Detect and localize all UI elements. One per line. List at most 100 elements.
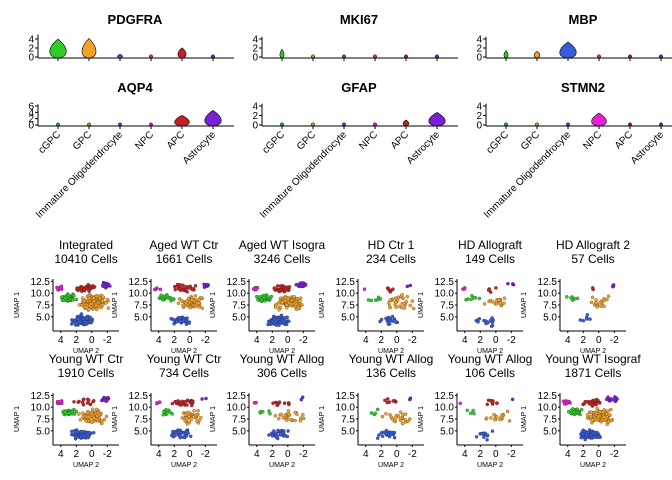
- violin-gpc: [87, 122, 91, 127]
- umap-point: [498, 417, 502, 422]
- umap-point: [166, 408, 170, 412]
- umap-point: [605, 297, 609, 302]
- umap-point: [175, 319, 179, 324]
- umap-point: [81, 398, 86, 402]
- umap-point: [485, 319, 489, 324]
- umap-point: [578, 318, 583, 322]
- sample-cell-count: 1871 Cells: [565, 366, 622, 380]
- umap-point: [169, 299, 173, 303]
- umap-point: [100, 299, 105, 303]
- umap-point: [104, 414, 109, 419]
- umap-point: [196, 409, 200, 413]
- umap-point: [63, 296, 68, 300]
- umap-x-label: UMAP 2: [171, 462, 197, 469]
- umap-point: [474, 435, 479, 439]
- umap-point: [611, 283, 616, 287]
- umap-point: [187, 414, 191, 419]
- umap-point: [56, 400, 60, 405]
- umap-point: [594, 411, 599, 415]
- umap-y-tick-label: 5.0: [440, 312, 454, 323]
- umap-y-tick-label: 12.5: [31, 391, 51, 402]
- umap-point: [253, 287, 258, 291]
- umap-point: [190, 287, 194, 292]
- umap-x-tick-label: 4: [565, 335, 571, 346]
- umap-y-label: UMAP 1: [319, 406, 326, 432]
- umap-x-tick-label: 2: [74, 335, 80, 346]
- umap-point: [175, 282, 180, 287]
- umap-point: [273, 414, 278, 418]
- umap-point: [408, 417, 412, 421]
- umap-point: [92, 416, 96, 420]
- umap-points: [362, 283, 416, 326]
- umap-point: [591, 431, 596, 435]
- umap-point: [595, 305, 599, 309]
- umap-x-tick-label: 0: [493, 335, 499, 346]
- umap-x-tick-label: 2: [172, 449, 178, 460]
- umap-point: [178, 286, 183, 290]
- umap-point: [67, 411, 72, 415]
- umap-point: [488, 290, 493, 294]
- umap-x-label: UMAP 2: [477, 462, 503, 469]
- umap-point: [161, 413, 166, 417]
- violin-cgpc: [504, 122, 508, 127]
- sample-cell-count: 306 Cells: [257, 366, 307, 380]
- violin-category-label: APC: [165, 129, 187, 151]
- umap-point: [468, 411, 473, 415]
- umap-point: [377, 433, 381, 437]
- violin-cgpc: [280, 122, 284, 127]
- violin-y-tick-label: 4: [252, 35, 258, 46]
- umap-point: [489, 416, 493, 420]
- umap-y-label: UMAP 1: [112, 292, 119, 318]
- umap-x-tick-label: 0: [596, 335, 602, 346]
- umap-point: [84, 419, 88, 423]
- umap-point: [572, 410, 576, 414]
- umap-point: [494, 286, 498, 290]
- umap-point: [101, 295, 105, 299]
- umap-x-tick-label: 4: [58, 335, 64, 346]
- umap-point: [187, 420, 192, 425]
- umap-point: [282, 401, 287, 405]
- umap-point: [153, 287, 158, 292]
- umap-point: [476, 320, 480, 324]
- umap-point: [80, 303, 84, 307]
- umap-y-tick-label: 5.0: [232, 312, 246, 323]
- umap-point: [481, 432, 486, 436]
- umap-point: [271, 401, 275, 405]
- umap-point: [589, 300, 594, 305]
- umap-points: [565, 283, 616, 323]
- umap-x-tick-label: -2: [201, 449, 210, 460]
- umap-point: [187, 286, 191, 290]
- umap-point: [403, 417, 407, 422]
- umap-y-tick-label: 5.0: [440, 426, 454, 437]
- violin-category-label: NPC: [357, 129, 380, 152]
- umap-x-label: UMAP 2: [580, 462, 606, 469]
- umap-points: [55, 395, 111, 441]
- umap-x-tick-label: 0: [187, 335, 193, 346]
- umap-point: [283, 298, 288, 303]
- umap-point: [185, 316, 189, 320]
- umap-point: [606, 409, 610, 413]
- violin-astrocyte: [659, 122, 663, 127]
- umap-y-tick-label: 5.0: [134, 426, 148, 437]
- umap-point: [287, 301, 291, 305]
- umap-y-tick-label: 7.5: [341, 301, 355, 312]
- umap-point: [77, 412, 81, 416]
- umap-y-tick-label: 7.5: [134, 301, 148, 312]
- umap-y-tick-label: 12.5: [129, 277, 149, 288]
- gene-title: AQP4: [117, 80, 153, 95]
- umap-point: [189, 417, 193, 422]
- umap-point: [83, 305, 88, 309]
- umap-point: [87, 307, 91, 311]
- umap-point: [284, 305, 289, 310]
- gene-title: MBP: [569, 12, 598, 27]
- umap-point: [598, 410, 602, 414]
- sample-title: Integrated: [59, 238, 113, 252]
- umap-y-tick-label: 12.5: [435, 277, 455, 288]
- umap-point: [379, 431, 384, 435]
- umap-x-tick-label: 4: [462, 335, 468, 346]
- umap-point: [485, 433, 490, 437]
- violin-astrocyte: [435, 54, 439, 59]
- umap-point: [106, 395, 110, 400]
- umap-x-tick-label: 4: [462, 449, 468, 460]
